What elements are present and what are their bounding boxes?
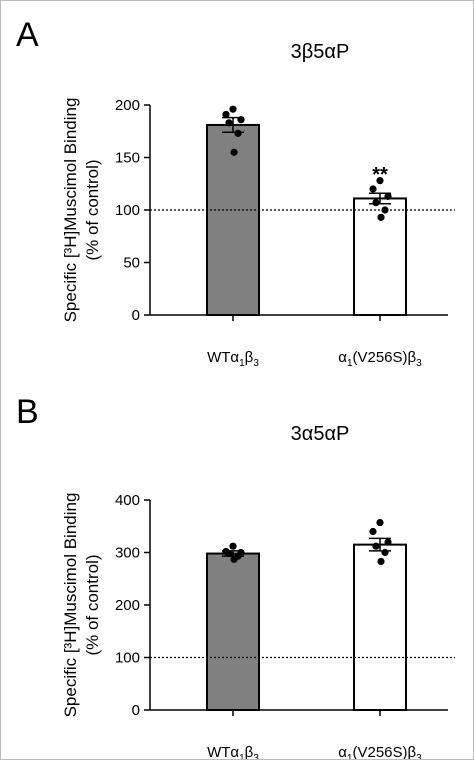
x-tick-label: WTα1β3 <box>207 744 259 760</box>
data-point <box>384 538 392 546</box>
data-point <box>222 110 230 119</box>
y-tick-label: 0 <box>132 307 140 324</box>
y-axis-label-line2: (% of control) <box>83 554 102 655</box>
y-tick-label: 150 <box>115 150 140 167</box>
data-point <box>229 542 237 550</box>
y-tick-label: 100 <box>115 202 140 219</box>
chart-title: 3β5αP <box>291 41 350 63</box>
panel-label-b: B <box>16 393 39 431</box>
bar <box>206 123 260 316</box>
significance-marker: ** <box>372 164 388 186</box>
data-point <box>369 527 377 536</box>
data-point <box>369 185 377 193</box>
data-point <box>372 199 380 207</box>
x-tick-label: α1(V256S)β3 <box>338 349 422 369</box>
y-tick-label: 0 <box>132 702 140 719</box>
panel-label-a: A <box>16 16 39 54</box>
data-point <box>237 116 245 124</box>
y-tick-label: 200 <box>115 97 140 114</box>
y-tick-label: 200 <box>115 597 140 614</box>
data-point <box>230 555 238 563</box>
bar <box>353 543 407 711</box>
data-point <box>229 105 237 113</box>
data-point <box>377 557 385 566</box>
data-point <box>376 177 384 185</box>
x-tick-label: α1(V256S)β3 <box>338 744 422 760</box>
data-point <box>230 148 238 156</box>
chart-title: 3α5αP <box>291 423 350 445</box>
data-point <box>381 206 389 214</box>
data-point <box>381 548 389 557</box>
data-point <box>384 192 392 200</box>
y-axis-label-line2: (% of control) <box>83 159 102 260</box>
x-tick-label: WTα1β3 <box>207 349 259 369</box>
y-tick-label: 400 <box>115 492 140 509</box>
bar <box>206 552 260 711</box>
data-point <box>234 129 242 137</box>
data-point <box>225 119 233 127</box>
data-point <box>376 518 384 527</box>
y-tick-label: 50 <box>123 255 140 272</box>
data-point <box>225 549 233 558</box>
data-point <box>372 542 380 550</box>
data-point <box>377 213 385 221</box>
y-tick-label: 100 <box>115 650 140 667</box>
y-tick-label: 300 <box>115 545 140 562</box>
chart-panel-a: 3β5αP Specific [³H]Muscimol Binding (% of … <box>61 41 455 369</box>
y-axis-label: Specific [³H]Muscimol Binding <box>61 493 80 718</box>
chart-panel-b: 3α5αP Specific [³H]Muscimol Binding (% of … <box>61 423 455 760</box>
y-axis-label: Specific [³H]Muscimol Binding <box>61 98 80 323</box>
